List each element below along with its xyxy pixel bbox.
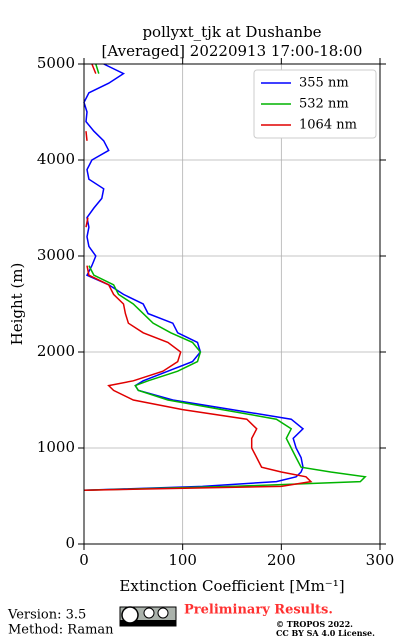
data-line	[83, 63, 313, 491]
y-tick-label: 1000	[37, 438, 75, 456]
notice: Preliminary Results.	[184, 603, 333, 618]
data-line	[83, 63, 367, 491]
legend-label: 1064 nm	[299, 118, 357, 133]
data-line	[83, 63, 305, 491]
license: CC BY SA 4.0 License.	[276, 628, 375, 638]
y-tick-label: 5000	[37, 54, 75, 72]
y-tick-label: 4000	[37, 150, 75, 168]
y-tick-label: 2000	[37, 342, 75, 360]
x-tick-label: 100	[168, 551, 197, 569]
y-tick-label: 3000	[37, 246, 75, 264]
legend-box	[253, 69, 377, 139]
x-tick-label: 300	[366, 551, 395, 569]
x-axis-label: Extinction Coefficient [Mm⁻¹]	[119, 577, 344, 595]
x-tick-label: 0	[79, 551, 89, 569]
y-tick-label: 0	[65, 534, 75, 552]
y-axis-label: Height (m)	[8, 263, 26, 346]
plot-frame	[83, 63, 381, 545]
copyright: © TROPOS 2022.	[276, 619, 353, 629]
legend-label: 355 nm	[299, 76, 349, 91]
chart-title: pollyxt_tjk at Dushanbe	[142, 23, 321, 41]
legend: 355 nm 532 nm 1064 nm	[253, 69, 377, 139]
chart-subtitle: [Averaged] 20220913 17:00-18:00	[102, 42, 363, 60]
x-tick-label: 200	[267, 551, 296, 569]
cc-logo	[119, 606, 177, 627]
legend-label: 532 nm	[299, 97, 349, 112]
version: Version: 3.5	[7, 608, 86, 623]
method: Method: Raman	[8, 623, 114, 638]
